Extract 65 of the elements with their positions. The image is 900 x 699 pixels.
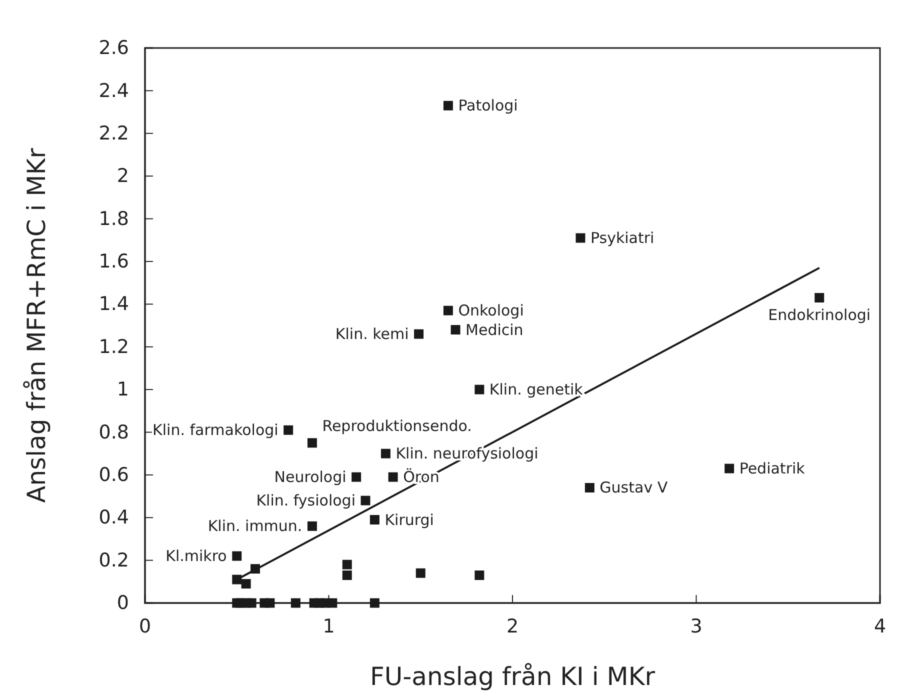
annotation: Patologi bbox=[458, 96, 518, 115]
point bbox=[360, 496, 370, 506]
annotation: Kl.mikro bbox=[166, 547, 227, 566]
annotation: Reproduktionsendo. bbox=[322, 416, 472, 435]
point bbox=[342, 560, 352, 570]
y-tick-label: 1.2 bbox=[98, 336, 129, 358]
annotation: Klin. fysiologi bbox=[256, 492, 356, 510]
x-tick-label: 2 bbox=[506, 615, 519, 638]
point bbox=[265, 598, 275, 608]
point bbox=[307, 438, 317, 448]
y-tick-label: 0.2 bbox=[98, 549, 129, 572]
point bbox=[576, 233, 586, 243]
point bbox=[290, 598, 300, 608]
annotation: Endokrinologi bbox=[768, 306, 871, 324]
point bbox=[474, 384, 484, 394]
annotation: Klin. immun. bbox=[208, 517, 302, 536]
y-tick-label: 2.2 bbox=[98, 122, 129, 144]
y-tick-label: 0.4 bbox=[98, 506, 129, 529]
y-tick-label: 0.6 bbox=[98, 464, 129, 486]
y-tick-label: 2 bbox=[116, 165, 129, 188]
point bbox=[380, 448, 390, 458]
point bbox=[370, 515, 380, 524]
point bbox=[352, 472, 362, 482]
y-axis-title: Anslag från MFR+RmC i MKr bbox=[22, 147, 51, 503]
point bbox=[342, 570, 352, 580]
point bbox=[474, 570, 484, 580]
point bbox=[443, 306, 453, 316]
annotation: Kirurgi bbox=[384, 510, 434, 529]
x-axis-title: FU-anslag från KI i MKr bbox=[370, 662, 656, 691]
annotation: Pediatrik bbox=[739, 460, 806, 478]
annotation: Onkologi bbox=[458, 302, 524, 320]
point bbox=[388, 472, 398, 482]
annotation: Neurologi bbox=[274, 468, 346, 486]
y-tick-label: 2.4 bbox=[98, 80, 129, 102]
x-tick-label: 0 bbox=[138, 615, 152, 638]
y-tick-label: 1 bbox=[116, 378, 129, 401]
annotation: Medicin bbox=[466, 320, 524, 339]
point bbox=[814, 293, 824, 302]
point bbox=[450, 325, 460, 335]
x-tick-label: 1 bbox=[322, 615, 335, 638]
annotation: Psykiatri bbox=[590, 228, 654, 247]
point bbox=[232, 551, 242, 561]
point bbox=[443, 100, 453, 110]
annotation: Klin. farmakologi bbox=[152, 421, 278, 440]
point bbox=[328, 598, 338, 608]
point bbox=[414, 329, 424, 339]
x-tick-label: 3 bbox=[690, 615, 702, 638]
point bbox=[584, 482, 594, 492]
annotation: Klin. genetik bbox=[489, 380, 584, 399]
point bbox=[370, 598, 380, 608]
point bbox=[246, 598, 256, 608]
y-tick-label: 0.8 bbox=[98, 421, 129, 444]
annotation: Gustav V bbox=[600, 478, 668, 497]
point bbox=[241, 579, 251, 589]
y-tick-label: 2.6 bbox=[98, 37, 129, 60]
x-tick-label: 4 bbox=[874, 615, 886, 638]
point bbox=[416, 568, 426, 578]
y-tick-label: 0 bbox=[116, 592, 129, 614]
point bbox=[724, 464, 734, 474]
point bbox=[284, 425, 294, 435]
annotation: Klin. kemi bbox=[335, 325, 409, 344]
y-tick-label: 1.4 bbox=[98, 293, 129, 316]
point bbox=[307, 521, 317, 531]
y-tick-label: 1.8 bbox=[98, 208, 129, 230]
y-tick-label: 1.6 bbox=[98, 250, 129, 273]
